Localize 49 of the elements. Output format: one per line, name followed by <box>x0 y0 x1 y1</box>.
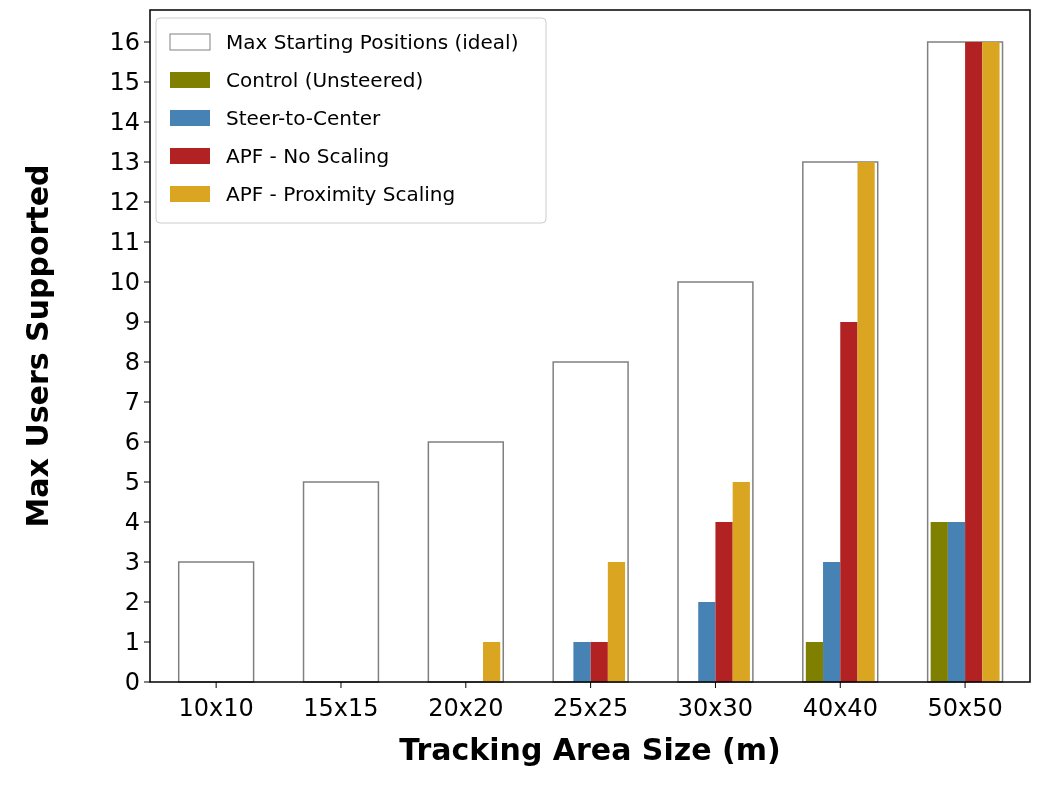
y-tick-label: 15 <box>109 68 140 97</box>
bar <box>982 42 1000 682</box>
y-tick-label: 2 <box>124 588 140 617</box>
legend-label: APF - No Scaling <box>226 144 390 168</box>
bar <box>823 562 841 682</box>
bar <box>302 481 380 683</box>
x-tick-label: 15x15 <box>303 694 379 722</box>
legend-label: Control (Unsteered) <box>226 68 424 92</box>
y-tick-label: 16 <box>109 28 140 57</box>
y-axis-title: Max Users Supported <box>20 164 55 528</box>
x-tick-label: 25x25 <box>552 694 629 722</box>
y-tick-label: 10 <box>109 268 140 297</box>
x-tick-label: 30x30 <box>677 694 754 722</box>
x-tick-label: 40x40 <box>802 694 878 722</box>
legend-label: Steer-to-Center <box>226 106 382 130</box>
bar <box>930 522 948 682</box>
bar <box>590 642 608 682</box>
y-tick-label: 4 <box>124 508 140 537</box>
y-tick-label: 8 <box>124 348 140 377</box>
y-tick-label: 13 <box>109 148 140 177</box>
y-tick-label: 1 <box>124 628 140 657</box>
x-tick-label: 10x10 <box>178 694 254 722</box>
y-tick-label: 11 <box>109 228 140 257</box>
y-tick-label: 12 <box>109 188 140 217</box>
bar <box>177 561 255 683</box>
bar <box>857 162 875 682</box>
bar <box>805 642 824 682</box>
x-axis-title: Tracking Area Size (m) <box>399 732 781 767</box>
bar <box>732 482 750 682</box>
legend-label: APF - Proximity Scaling <box>226 182 456 206</box>
y-tick-label: 3 <box>124 548 140 577</box>
bar <box>573 642 591 682</box>
bar <box>483 642 501 682</box>
x-tick-label: 50x50 <box>927 694 1003 722</box>
y-tick-label: 7 <box>124 388 140 417</box>
bar <box>607 562 626 682</box>
bar <box>698 602 716 682</box>
x-tick-label: 20x20 <box>428 694 504 722</box>
bar <box>840 322 858 682</box>
bar <box>427 441 504 683</box>
y-tick-label: 14 <box>109 108 140 137</box>
legend-label: Max Starting Positions (ideal) <box>226 30 519 54</box>
y-tick-label: 0 <box>124 668 140 697</box>
bar <box>947 522 966 682</box>
y-tick-label: 9 <box>124 308 140 337</box>
bar <box>965 42 983 682</box>
y-tick-label: 5 <box>124 468 140 497</box>
y-tick-label: 6 <box>124 428 140 457</box>
bar <box>715 522 733 682</box>
